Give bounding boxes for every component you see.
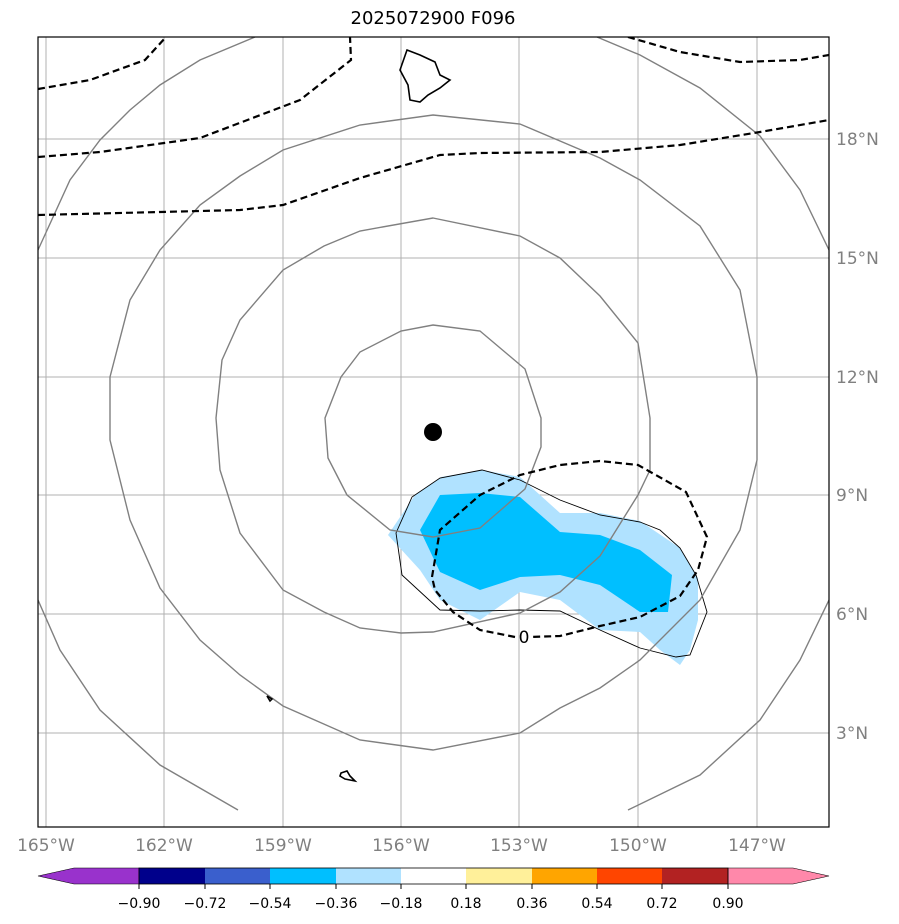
colorbar-tick-label: −0.18: [380, 896, 423, 912]
lon-label: 156°W: [372, 836, 430, 856]
colorbar-tick-label: 0.90: [712, 896, 743, 912]
lat-label: 6°N: [836, 605, 868, 625]
colorbar: −0.90 −0.72 −0.54 −0.36 −0.18 0.18 0.36 …: [37, 867, 830, 912]
colorbar-frame: [138, 867, 729, 885]
field-outline-contour: [395, 469, 708, 658]
lon-label: 165°W: [17, 836, 75, 856]
colorbar-tick-label: 0.18: [450, 896, 481, 912]
lon-label: 159°W: [254, 836, 312, 856]
shaded-region-dark: [420, 493, 672, 612]
kiribati-island-coastline: [339, 770, 358, 783]
colorbar-tick-label: −0.72: [184, 896, 227, 912]
lat-label: 15°N: [836, 249, 879, 269]
colorbar-extend-low: [37, 867, 140, 885]
map-frame: [37, 36, 830, 828]
storm-center-dot: [424, 423, 442, 441]
lon-label: 153°W: [490, 836, 548, 856]
colorbar-segment: [139, 868, 205, 884]
colorbar-tick-label: 0.72: [646, 896, 677, 912]
lat-label: 18°N: [836, 130, 879, 150]
colorbar-segment: [532, 868, 597, 884]
lon-label: 147°W: [728, 836, 786, 856]
colorbar-segment: [270, 868, 336, 884]
lon-label: 150°W: [609, 836, 667, 856]
lon-label: 162°W: [135, 836, 193, 856]
colorbar-segment: [662, 868, 728, 884]
dashed-contours: [38, 37, 829, 639]
lat-label: 9°N: [836, 486, 868, 506]
lat-label: 3°N: [836, 724, 868, 744]
latitude-labels: 18°N 15°N 12°N 9°N 6°N 3°N: [836, 130, 879, 744]
contour-label-zero: 0: [519, 628, 530, 648]
circular-contours: [38, 37, 829, 811]
colorbar-segment: [336, 868, 401, 884]
colorbar-segment: [466, 868, 532, 884]
colorbar-segment: [205, 868, 270, 884]
lat-label: 12°N: [836, 368, 879, 388]
colorbar-extend-high: [727, 867, 830, 885]
colorbar-tick-label: 0.54: [581, 896, 612, 912]
longitude-labels: 165°W 162°W 159°W 156°W 153°W 150°W 147°…: [17, 836, 786, 856]
colorbar-tick-label: −0.36: [315, 896, 358, 912]
colorbar-segment: [597, 868, 662, 884]
colorbar-segment: [401, 868, 466, 884]
colorbar-tick-label: −0.54: [249, 896, 292, 912]
map-title: 2025072900 F096: [350, 8, 516, 29]
hawaii-island-coastline: [399, 48, 452, 103]
colorbar-tick-label: −0.90: [118, 896, 161, 912]
colorbar-tick-label: 0.36: [516, 896, 547, 912]
palmyra-atoll-coastline: [266, 695, 274, 703]
